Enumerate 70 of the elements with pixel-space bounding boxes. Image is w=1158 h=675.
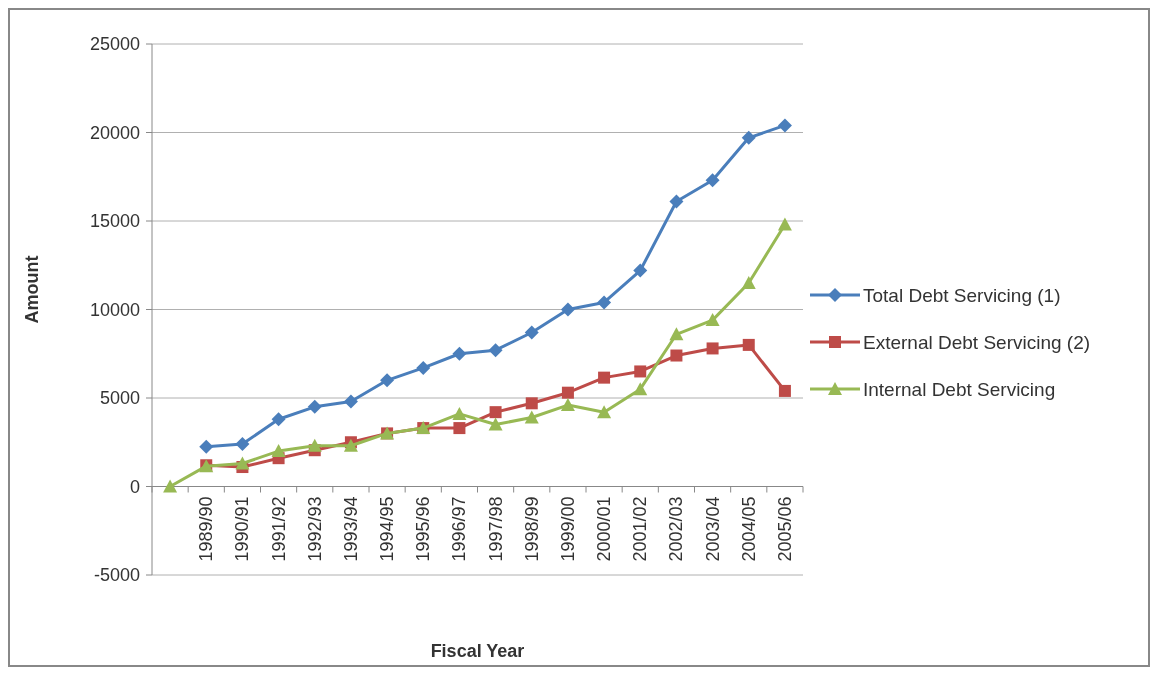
point <box>597 405 612 419</box>
point <box>271 412 286 427</box>
x-tick-label: 1995/96 <box>413 496 434 562</box>
point <box>452 346 467 361</box>
point <box>453 422 466 435</box>
point <box>452 406 467 420</box>
point <box>705 173 720 188</box>
x-tick-label: 2002/03 <box>666 496 687 562</box>
point <box>524 325 539 340</box>
point <box>560 398 575 412</box>
point <box>670 349 683 362</box>
x-tick-label: 1997/98 <box>485 496 506 562</box>
x-tick-label: 1999/00 <box>557 496 578 562</box>
legend-label: Internal Debt Servicing <box>863 378 1056 400</box>
y-tick-label: 5000 <box>99 388 140 409</box>
point <box>669 327 684 341</box>
x-tick-label: 1991/92 <box>268 496 289 562</box>
point <box>633 382 648 396</box>
y-tick-label: 0 <box>129 476 140 497</box>
point <box>598 371 611 384</box>
legend-label: Total Debt Servicing (1) <box>863 284 1061 306</box>
point <box>742 338 755 351</box>
point <box>741 130 756 145</box>
point <box>741 275 756 289</box>
y-tick-label: -5000 <box>93 565 140 586</box>
point <box>633 263 648 278</box>
y-tick-label: 10000 <box>89 299 140 320</box>
y-tick-label: 25000 <box>89 34 140 55</box>
point <box>488 343 503 358</box>
point <box>489 406 502 419</box>
x-tick-label: 1998/99 <box>521 496 542 562</box>
point <box>706 342 719 355</box>
legend-label: External Debt Servicing (2) <box>863 331 1091 353</box>
point <box>560 302 575 317</box>
y-tick-label: 20000 <box>89 122 140 143</box>
x-tick-label: 2001/02 <box>630 496 651 562</box>
y-tick-label: 15000 <box>89 211 140 232</box>
point <box>235 437 250 452</box>
x-tick-label: 2005/06 <box>774 496 795 562</box>
x-axis-title: Fiscal Year <box>430 641 525 661</box>
point <box>777 118 792 133</box>
point <box>524 410 539 424</box>
point <box>705 313 720 327</box>
point <box>488 417 503 431</box>
x-tick-label: 2004/05 <box>738 496 759 562</box>
x-tick-label: 2003/04 <box>702 496 723 562</box>
point <box>380 373 395 388</box>
point <box>416 360 431 375</box>
point <box>307 438 322 452</box>
x-tick-label: 1992/93 <box>304 496 325 562</box>
point <box>235 456 250 470</box>
point <box>525 397 538 410</box>
x-tick-label: 2000/01 <box>594 496 615 562</box>
x-tick-label: 1993/94 <box>340 496 361 562</box>
point <box>199 439 214 454</box>
point <box>634 365 647 378</box>
point <box>597 295 612 310</box>
x-tick-label: 1989/90 <box>196 496 217 562</box>
x-tick-label: 1990/91 <box>232 496 253 562</box>
point <box>307 399 322 414</box>
x-tick-label: 1996/97 <box>449 496 470 562</box>
x-tick-label: 1994/95 <box>377 496 398 562</box>
y-axis-title: Amount <box>22 255 42 324</box>
point <box>343 394 358 409</box>
point <box>271 444 286 458</box>
point <box>777 217 792 231</box>
point <box>778 384 791 397</box>
point <box>163 479 178 493</box>
point <box>669 194 684 209</box>
point <box>561 386 574 399</box>
